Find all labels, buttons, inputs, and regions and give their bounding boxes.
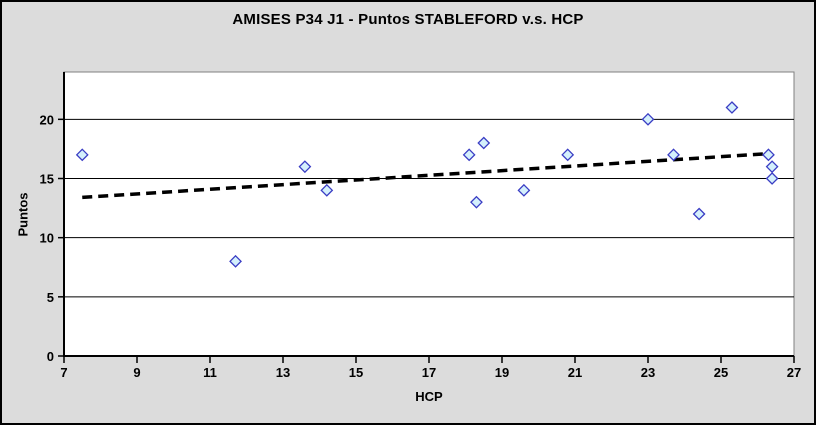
x-tick-label-25: 25	[714, 365, 728, 380]
data-point-5	[470, 195, 483, 209]
data-point-11	[692, 207, 706, 221]
data-point-4	[462, 148, 476, 162]
y-tick-label-5: 5	[47, 290, 54, 305]
x-tick-label-23: 23	[641, 365, 655, 380]
data-point-15	[765, 172, 779, 185]
x-tick-label-13: 13	[276, 365, 290, 380]
chart-title: AMISES P34 J1 - Puntos STABLEFORD v.s. H…	[232, 11, 584, 28]
data-point-13	[762, 148, 775, 162]
x-tick-label-11: 11	[203, 365, 217, 380]
x-tick-label-15: 15	[349, 365, 363, 380]
x-tick-label-7: 7	[60, 365, 67, 380]
x-tick-label-17: 17	[422, 365, 436, 380]
data-point-6	[477, 136, 491, 150]
x-tick-label-27: 27	[787, 365, 801, 380]
data-point-1	[229, 254, 242, 268]
y-tick-label-10: 10	[40, 231, 54, 246]
x-tick-label-21: 21	[568, 365, 582, 380]
plot-background	[63, 71, 795, 357]
x-tick-label-9: 9	[133, 365, 140, 380]
y-tick-label-0: 0	[47, 349, 54, 364]
x-axis-title: HCP	[415, 389, 443, 404]
data-point-7	[517, 183, 531, 197]
data-point-3	[320, 183, 334, 197]
y-axis-title: Puntos	[15, 192, 31, 237]
y-tick-label-20: 20	[40, 112, 54, 127]
trendline	[82, 151, 769, 200]
data-point-8	[561, 148, 575, 162]
x-tick-label-19: 19	[495, 365, 509, 380]
data-point-0	[75, 148, 89, 162]
data-point-2	[298, 160, 312, 174]
data-point-10	[667, 148, 680, 162]
data-point-12	[725, 101, 739, 114]
y-tick-label-15: 15	[40, 172, 54, 187]
data-point-9	[641, 112, 655, 126]
